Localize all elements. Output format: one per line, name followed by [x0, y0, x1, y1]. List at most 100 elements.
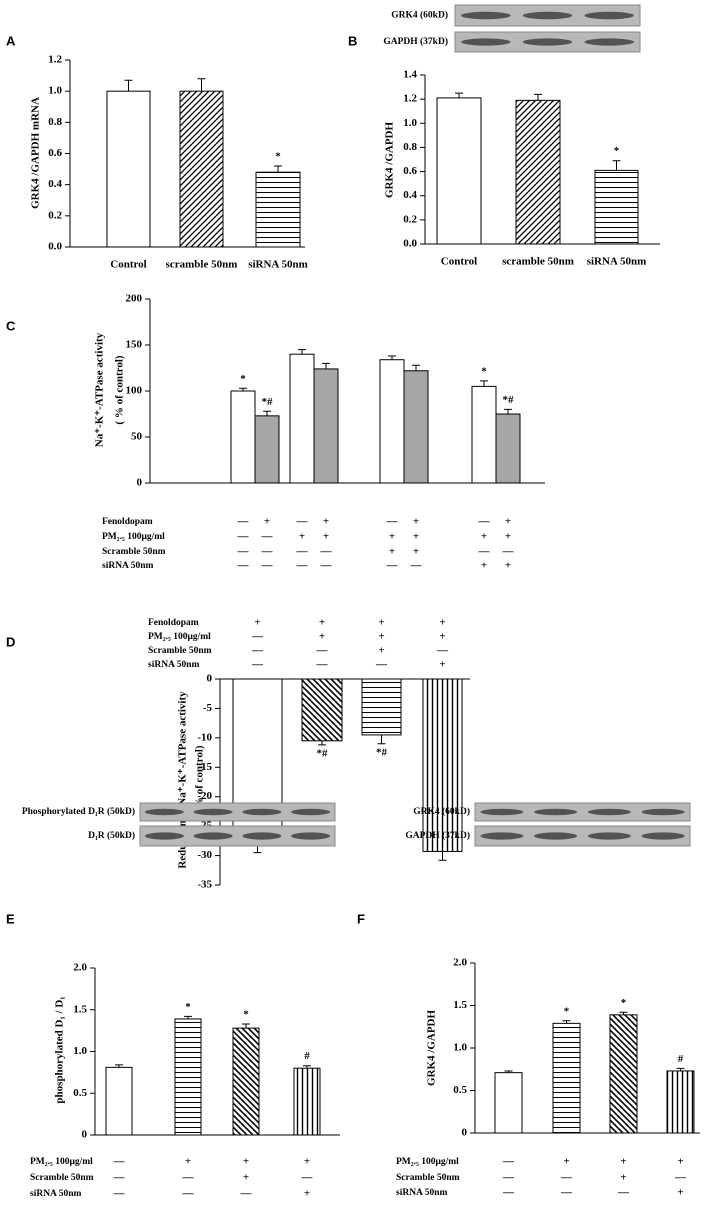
blot-band: [461, 38, 511, 46]
error-bar: [197, 78, 206, 92]
condition-sign: —: [261, 531, 274, 543]
error-bar: [303, 1065, 311, 1069]
blot-band: [193, 832, 233, 840]
condition-sign: +: [243, 1156, 249, 1168]
bar: [174, 1018, 202, 1136]
condition-sign: +: [439, 659, 445, 671]
bar: [179, 90, 224, 248]
error-bar: [388, 355, 396, 360]
condition-label: siRNA 50nm: [102, 561, 154, 571]
condition-label: Scramble 50nm: [102, 547, 166, 557]
panel-letter: D: [6, 634, 15, 649]
blot-band: [534, 808, 578, 816]
y-tick-label: 0.0: [48, 241, 62, 253]
bar: [106, 90, 151, 248]
condition-sign: —: [436, 645, 449, 657]
y-tick-label: -10: [197, 731, 212, 743]
significance-label: *: [614, 145, 620, 157]
panel-letter: B: [348, 33, 357, 48]
condition-sign: —: [296, 560, 309, 572]
y-tick-label: 0.8: [403, 141, 417, 153]
condition-sign: —: [251, 645, 264, 657]
y-tick-label: 1.0: [73, 1045, 87, 1057]
error-bar: [263, 410, 271, 416]
y-tick-label: 2.0: [73, 962, 87, 974]
y-tick-label: 1.0: [48, 85, 62, 97]
condition-sign: +: [505, 560, 511, 572]
error-bar: [619, 1011, 628, 1015]
condition-sign: —: [502, 1187, 515, 1199]
significance-label: *#: [317, 747, 329, 759]
condition-label: PM₂.₅ 100μg/ml: [396, 1157, 459, 1167]
error-bar: [242, 1023, 250, 1029]
condition-label: PM₂.₅ 100μg/ml: [30, 1157, 93, 1167]
condition-sign: —: [320, 560, 333, 572]
condition-sign: +: [620, 1156, 626, 1168]
error-bar: [504, 1070, 513, 1073]
y-tick-label: -30: [197, 849, 212, 861]
significance-label: *: [240, 373, 246, 385]
condition-sign: —: [113, 1188, 126, 1200]
bar: [436, 97, 482, 245]
condition-sign: +: [677, 1156, 683, 1168]
condition-sign: —: [240, 1188, 253, 1200]
y-tick-label: 0.4: [403, 189, 417, 201]
x-tick-label: Control: [110, 259, 146, 271]
blot-label: GAPDH (37kD): [405, 830, 470, 841]
error-bar: [318, 740, 326, 746]
condition-label: siRNA 50nm: [148, 660, 200, 670]
error-bar: [124, 79, 133, 92]
condition-sign: +: [304, 1156, 310, 1168]
condition-sign: —: [478, 546, 491, 558]
y-tick-label: 2.0: [453, 957, 467, 969]
condition-sign: —: [316, 645, 329, 657]
condition-label: Scramble 50nm: [148, 646, 212, 656]
blot-label: D₁R (50kD): [88, 830, 135, 841]
x-tick-label: scramble 50nm: [502, 256, 574, 268]
condition-sign: +: [620, 1172, 626, 1184]
condition-sign: +: [323, 531, 329, 543]
blot-band: [291, 832, 331, 840]
x-tick-label: Control: [441, 256, 477, 268]
y-axis-label: ( % of control): [194, 745, 206, 814]
condition-sign: +: [389, 531, 395, 543]
condition-label: siRNA 50nm: [396, 1188, 448, 1198]
condition-sign: —: [237, 531, 250, 543]
panel-letter: F: [357, 911, 365, 926]
condition-sign: —: [502, 546, 515, 558]
condition-sign: +: [677, 1187, 683, 1199]
condition-sign: +: [319, 631, 325, 643]
error-bar: [562, 1020, 571, 1024]
condition-sign: +: [378, 645, 384, 657]
bar: [232, 1027, 260, 1136]
error-bar: [612, 160, 621, 171]
condition-sign: —: [410, 560, 423, 572]
y-tick-label: 0.2: [48, 209, 62, 221]
y-tick-label: 1.4: [403, 69, 417, 81]
y-tick-label: 0: [82, 1129, 88, 1141]
bar: [594, 169, 639, 245]
blot-band: [534, 832, 578, 840]
blot-label: GAPDH (37kD): [383, 36, 448, 47]
condition-sign: —: [386, 560, 399, 572]
bar: [293, 1067, 321, 1136]
condition-sign: +: [439, 631, 445, 643]
y-tick-label: 0: [137, 477, 143, 489]
condition-sign: —: [316, 659, 329, 671]
y-tick-label: 150: [126, 339, 143, 351]
error-bar: [480, 380, 488, 387]
condition-sign: +: [481, 531, 487, 543]
bar: [666, 1070, 695, 1134]
y-tick-label: 200: [126, 293, 143, 305]
blot-band: [587, 832, 631, 840]
condition-sign: —: [261, 546, 274, 558]
error-bar: [438, 851, 447, 861]
error-bar: [504, 408, 512, 414]
blot-band: [641, 808, 685, 816]
bar: [403, 370, 429, 484]
significance-label: *: [275, 150, 281, 162]
y-tick-label: 0.6: [48, 147, 62, 159]
condition-sign: —: [502, 1172, 515, 1184]
blot-band: [461, 11, 511, 20]
